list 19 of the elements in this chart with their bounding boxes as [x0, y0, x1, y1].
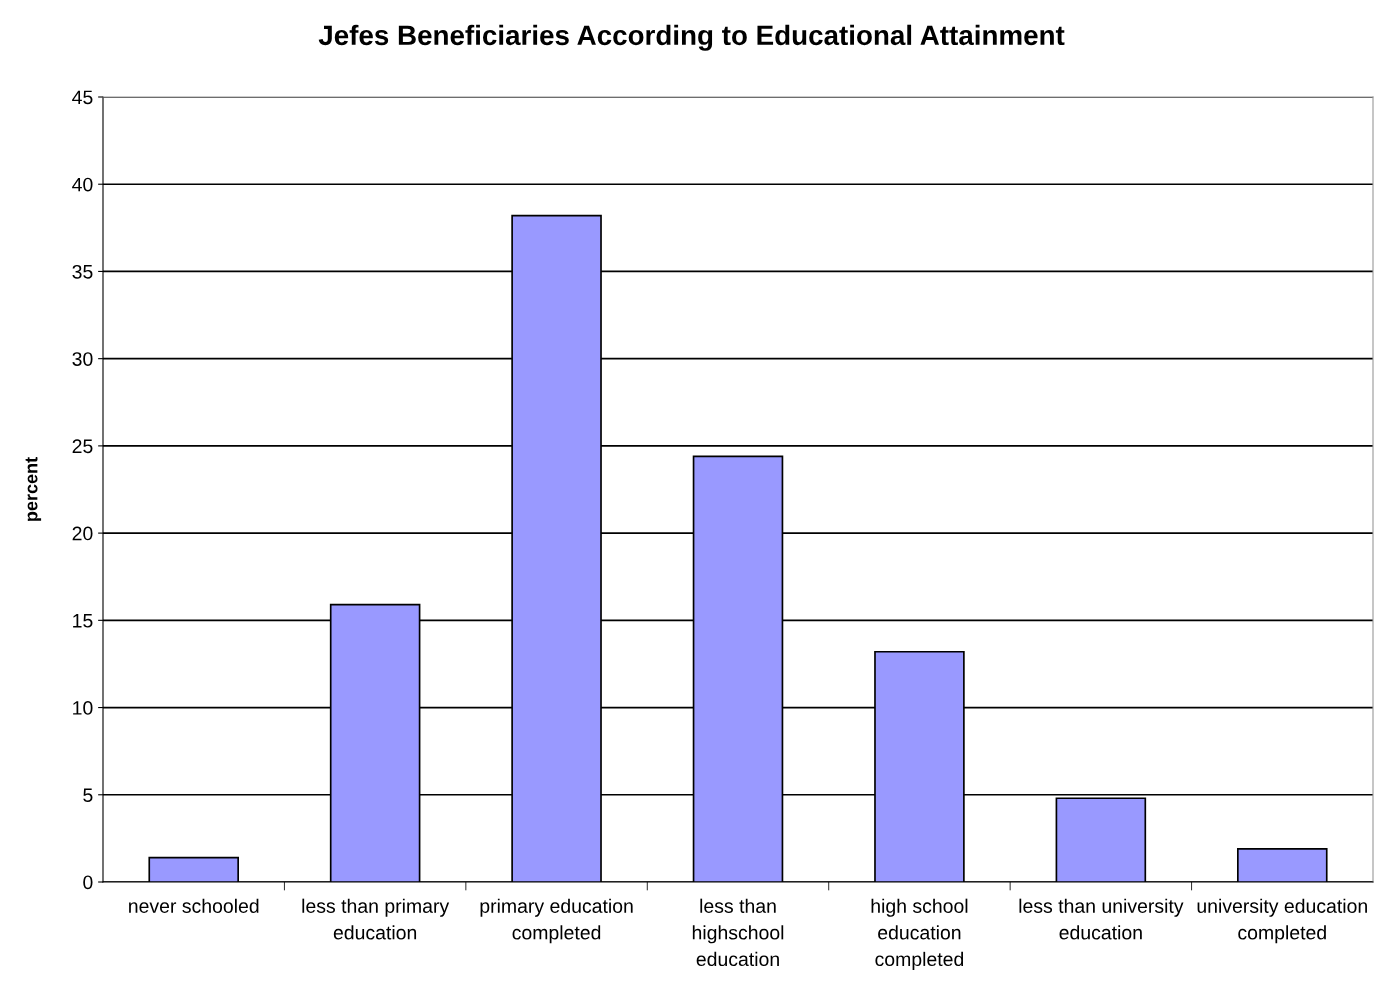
x-tick-label: less than primary education — [302, 898, 450, 940]
x-tick-label: never schooled — [129, 898, 259, 913]
chart-title: Jefes Beneficiaries According to Educational Attainment — [318, 24, 1065, 51]
y-tick-label: 45 — [72, 90, 93, 105]
y-tick-label: 5 — [83, 788, 93, 803]
x-tick-label: less than university education — [1019, 898, 1184, 940]
y-axis-title: percent — [25, 457, 42, 521]
x-tick-label: university education completed — [1197, 898, 1367, 944]
y-tick-label: 40 — [72, 177, 93, 192]
y-tick-label: 0 — [83, 875, 93, 890]
x-tick-label: less than highschool education — [692, 898, 784, 967]
y-tick-label: 25 — [72, 439, 93, 454]
x-tick-label: high school education completed — [871, 898, 968, 970]
y-tick-label: 30 — [72, 352, 93, 366]
y-tick-label: 20 — [72, 526, 93, 541]
y-tick-label: 15 — [73, 614, 93, 628]
y-tick-label: 35 — [72, 264, 93, 279]
x-tick-label: primary education completed — [480, 898, 633, 944]
y-tick-label: 10 — [73, 701, 93, 715]
